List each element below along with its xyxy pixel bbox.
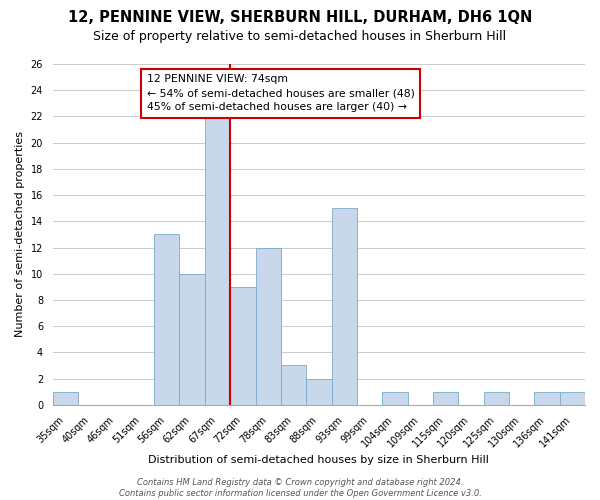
Bar [484, 392, 509, 405]
Bar [560, 392, 585, 405]
Text: 12 PENNINE VIEW: 74sqm
← 54% of semi-detached houses are smaller (48)
45% of sem: 12 PENNINE VIEW: 74sqm ← 54% of semi-det… [146, 74, 415, 112]
Bar [281, 366, 306, 405]
Y-axis label: Number of semi-detached properties: Number of semi-detached properties [15, 132, 25, 338]
Bar [306, 378, 332, 405]
Bar [433, 392, 458, 405]
Bar [256, 248, 281, 405]
Bar [535, 392, 560, 405]
Bar [382, 392, 407, 405]
Bar [154, 234, 179, 405]
Bar [332, 208, 357, 405]
Text: Size of property relative to semi-detached houses in Sherburn Hill: Size of property relative to semi-detach… [94, 30, 506, 43]
Bar [179, 274, 205, 405]
Text: Contains HM Land Registry data © Crown copyright and database right 2024.
Contai: Contains HM Land Registry data © Crown c… [119, 478, 481, 498]
Text: 12, PENNINE VIEW, SHERBURN HILL, DURHAM, DH6 1QN: 12, PENNINE VIEW, SHERBURN HILL, DURHAM,… [68, 10, 532, 25]
Bar [230, 287, 256, 405]
Bar [205, 116, 230, 405]
X-axis label: Distribution of semi-detached houses by size in Sherburn Hill: Distribution of semi-detached houses by … [148, 455, 490, 465]
Bar [53, 392, 78, 405]
